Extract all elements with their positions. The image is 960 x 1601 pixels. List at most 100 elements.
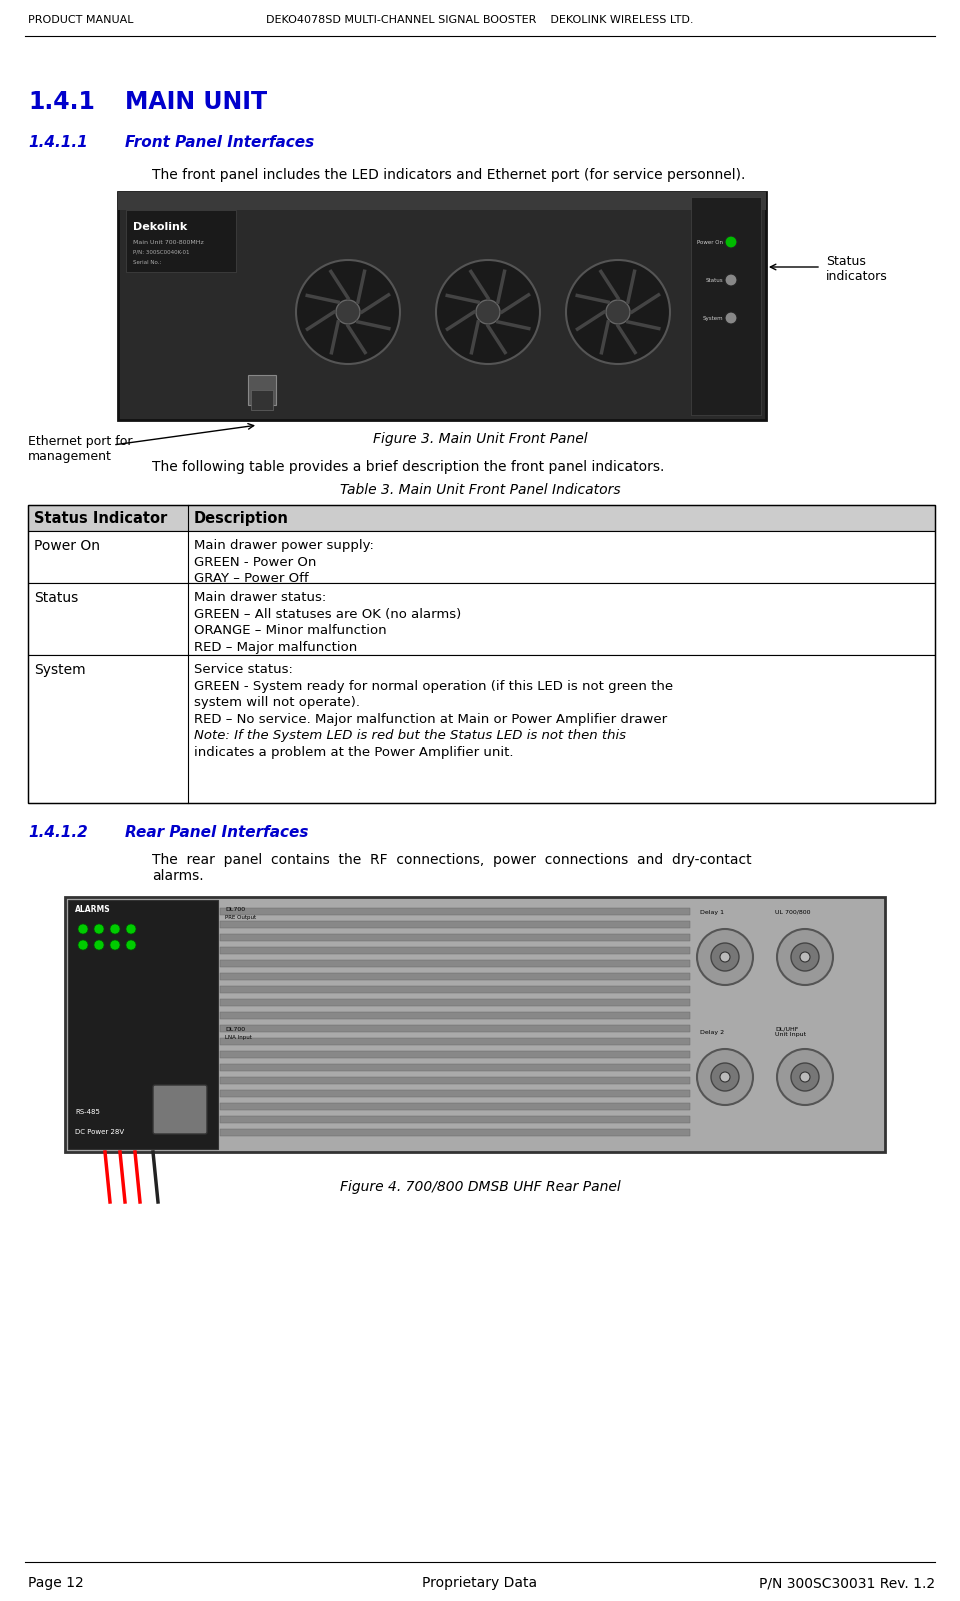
Circle shape [697, 929, 753, 985]
Text: Serial No.:: Serial No.: [133, 259, 161, 264]
Circle shape [791, 1063, 819, 1090]
Circle shape [777, 1049, 833, 1105]
Circle shape [566, 259, 670, 363]
Bar [220, 1037, 690, 1045]
Text: Note: If the System LED is red but the Status LED is not then this: Note: If the System LED is red but the S… [194, 728, 626, 741]
Bar [220, 921, 690, 929]
Bar [220, 973, 690, 980]
Circle shape [336, 299, 360, 323]
Text: DC Power 28V: DC Power 28V [75, 1129, 124, 1135]
Bar [220, 1050, 690, 1058]
Text: LNA Input: LNA Input [225, 1034, 252, 1039]
Text: Front Panel Interfaces: Front Panel Interfaces [125, 134, 314, 150]
Circle shape [697, 1049, 753, 1105]
Text: GREEN – All statuses are OK (no alarms): GREEN – All statuses are OK (no alarms) [194, 607, 461, 621]
Text: PRODUCT MANUAL: PRODUCT MANUAL [28, 14, 133, 26]
Text: Status
indicators: Status indicators [826, 255, 888, 283]
Bar [118, 192, 766, 419]
Text: Power On: Power On [697, 240, 723, 245]
Circle shape [725, 274, 737, 287]
Bar [220, 1012, 690, 1018]
Text: The  rear  panel  contains  the  RF  connections,  power  connections  and  dry-: The rear panel contains the RF connectio… [152, 853, 752, 868]
Text: indicates a problem at the Power Amplifier unit.: indicates a problem at the Power Amplifi… [194, 746, 514, 759]
Circle shape [725, 235, 737, 248]
Bar [220, 948, 690, 954]
Text: PRE Output: PRE Output [225, 914, 256, 919]
Bar [28, 583, 935, 655]
Text: RED – No service. Major malfunction at Main or Power Amplifier drawer: RED – No service. Major malfunction at M… [194, 712, 667, 725]
Text: Figure 3. Main Unit Front Panel: Figure 3. Main Unit Front Panel [372, 432, 588, 447]
Text: System: System [703, 315, 723, 320]
Bar [220, 908, 690, 916]
Bar [220, 961, 690, 967]
Text: Page 12: Page 12 [28, 1575, 84, 1590]
Bar [220, 1129, 690, 1137]
Bar [251, 391, 273, 410]
Text: P/N: 300SC0040K-01: P/N: 300SC0040K-01 [133, 250, 189, 255]
Bar [28, 504, 935, 804]
Circle shape [126, 940, 136, 949]
Text: Ethernet port for
management: Ethernet port for management [28, 435, 132, 463]
Bar [248, 375, 276, 405]
Text: RED – Major malfunction: RED – Major malfunction [194, 640, 357, 653]
Bar [220, 1025, 690, 1033]
Text: system will not operate).: system will not operate). [194, 696, 360, 709]
Bar [28, 532, 935, 583]
Circle shape [725, 312, 737, 323]
Text: GRAY – Power Off: GRAY – Power Off [194, 572, 308, 584]
Bar [118, 192, 766, 210]
Text: Figure 4. 700/800 DMSB UHF Rear Panel: Figure 4. 700/800 DMSB UHF Rear Panel [340, 1180, 620, 1194]
Circle shape [110, 940, 120, 949]
Text: GREEN - Power On: GREEN - Power On [194, 556, 317, 568]
Text: Proprietary Data: Proprietary Data [422, 1575, 538, 1590]
Text: GREEN - System ready for normal operation (if this LED is not green the: GREEN - System ready for normal operatio… [194, 679, 673, 693]
Text: Status: Status [34, 591, 79, 605]
Text: UL 700/800: UL 700/800 [775, 909, 810, 914]
Circle shape [800, 953, 810, 962]
Bar [220, 986, 690, 993]
Circle shape [720, 953, 730, 962]
Bar [220, 1077, 690, 1084]
Text: DEKO4078SD MULTI-CHANNEL SIGNAL BOOSTER    DEKOLINK WIRELESS LTD.: DEKO4078SD MULTI-CHANNEL SIGNAL BOOSTER … [266, 14, 694, 26]
Circle shape [126, 924, 136, 933]
Bar [220, 1065, 690, 1071]
Text: Table 3. Main Unit Front Panel Indicators: Table 3. Main Unit Front Panel Indicator… [340, 484, 620, 496]
Circle shape [711, 943, 739, 970]
Text: The front panel includes the LED indicators and Ethernet port (for service perso: The front panel includes the LED indicat… [152, 168, 745, 183]
Text: Main Unit 700-800MHz: Main Unit 700-800MHz [133, 240, 204, 245]
Circle shape [78, 924, 88, 933]
Text: DL/UHF
Unit Input: DL/UHF Unit Input [775, 1026, 806, 1037]
Text: RS-485: RS-485 [75, 1109, 100, 1114]
Text: Power On: Power On [34, 540, 100, 552]
Text: Delay 1: Delay 1 [700, 909, 724, 914]
Text: Status: Status [706, 277, 723, 282]
Text: Rear Panel Interfaces: Rear Panel Interfaces [125, 825, 308, 841]
Text: P/N 300SC30031 Rev. 1.2: P/N 300SC30031 Rev. 1.2 [758, 1575, 935, 1590]
Text: 1.4.1: 1.4.1 [28, 90, 95, 114]
Circle shape [296, 259, 400, 363]
Bar [220, 933, 690, 941]
Text: DL700: DL700 [225, 1026, 245, 1031]
Circle shape [777, 929, 833, 985]
Text: MAIN UNIT: MAIN UNIT [125, 90, 267, 114]
Text: Dekolink: Dekolink [133, 223, 187, 232]
Text: Description: Description [194, 511, 289, 525]
Bar [220, 1103, 690, 1109]
Text: System: System [34, 663, 85, 677]
Circle shape [436, 259, 540, 363]
Text: 1.4.1.2: 1.4.1.2 [28, 825, 87, 841]
Text: alarms.: alarms. [152, 869, 204, 884]
Circle shape [94, 940, 104, 949]
Circle shape [800, 1073, 810, 1082]
Text: Service status:: Service status: [194, 663, 293, 676]
Text: Status Indicator: Status Indicator [34, 511, 167, 525]
Text: Delay 2: Delay 2 [700, 1029, 724, 1034]
Text: Main drawer status:: Main drawer status: [194, 591, 326, 604]
Bar [220, 999, 690, 1005]
Circle shape [78, 940, 88, 949]
Circle shape [606, 299, 630, 323]
Circle shape [711, 1063, 739, 1090]
Text: ALARMS: ALARMS [75, 905, 110, 914]
Text: 1.4.1.1: 1.4.1.1 [28, 134, 87, 150]
Bar [28, 504, 935, 532]
